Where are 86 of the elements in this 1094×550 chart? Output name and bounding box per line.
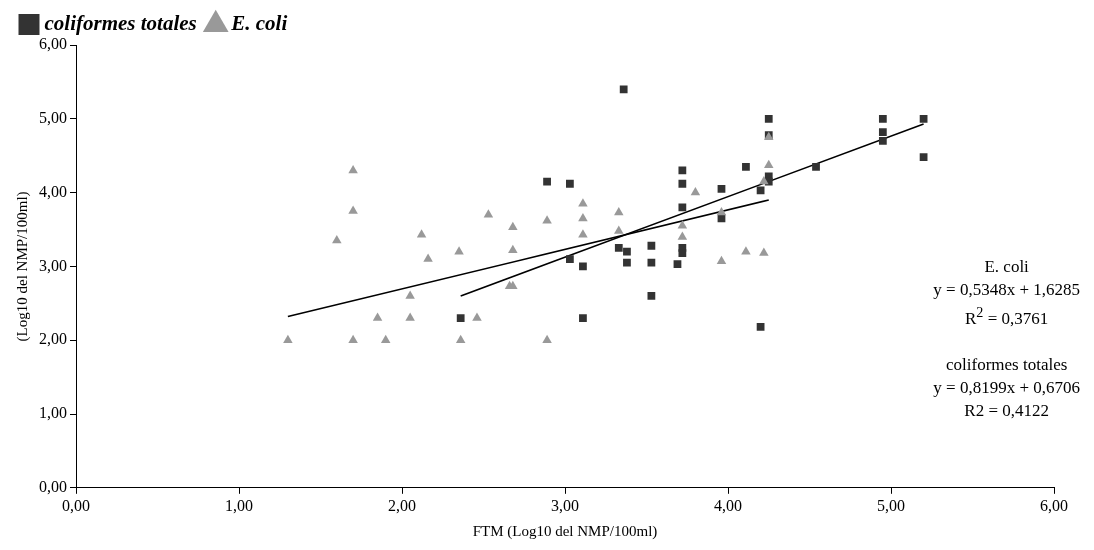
y-tick-label: 1,00 (39, 404, 67, 422)
point (647, 241, 656, 250)
point (756, 186, 765, 195)
y-tick-label: 3,00 (39, 256, 67, 274)
point (542, 215, 552, 224)
point (741, 246, 751, 255)
point (677, 231, 688, 240)
point (508, 221, 518, 231)
point (578, 229, 588, 238)
point (678, 166, 687, 175)
point (763, 159, 774, 169)
point (579, 314, 587, 322)
point (919, 153, 928, 162)
point (456, 314, 465, 322)
annotation: E. coli (983, 256, 1030, 278)
y-tick-label: 2,00 (39, 330, 67, 348)
point (566, 179, 574, 188)
point (542, 334, 552, 343)
point (483, 209, 494, 218)
x-tick-label: 3,00 (551, 496, 579, 514)
point (614, 244, 623, 252)
point (348, 164, 358, 174)
y-tick-label: 5,00 (39, 109, 67, 126)
y-tick-label: 4,00 (39, 182, 67, 200)
legend-label: E. coli (230, 10, 288, 35)
point (678, 203, 687, 212)
y-tick-label: 0,00 (39, 478, 67, 495)
point (455, 334, 466, 343)
annotation: coliformes totales (945, 353, 1069, 376)
point (543, 177, 551, 186)
point (405, 312, 415, 321)
point (812, 162, 820, 171)
annotation: R2 = 0,4122 (963, 399, 1050, 422)
point (372, 312, 383, 321)
point (677, 220, 688, 229)
point (623, 247, 631, 256)
point (878, 137, 887, 145)
point (405, 290, 415, 299)
point (716, 255, 727, 264)
point (416, 229, 427, 238)
x-axis-title: FTM (Log10 del NMP/100ml) (472, 522, 658, 540)
point (348, 205, 358, 214)
point (508, 244, 518, 253)
x-tick-label: 5,00 (877, 496, 905, 514)
point (578, 212, 588, 222)
x-tick-label: 0,00 (62, 496, 90, 514)
point (619, 85, 628, 94)
point (742, 162, 750, 171)
point (283, 334, 293, 343)
point (623, 258, 631, 267)
point (454, 246, 464, 255)
annotation: R$^{2}$ = 0,3761 (964, 303, 1050, 330)
point (678, 249, 687, 258)
annotation: y = 0,8199x + 0,6706 (933, 376, 1080, 399)
y-axis-title: (Log10 del NMP/100ml) (13, 191, 31, 342)
point (472, 312, 482, 321)
point (614, 225, 624, 234)
x-tick-label: 2,00 (388, 496, 416, 514)
point (878, 114, 887, 123)
point (423, 253, 433, 262)
point (878, 128, 887, 136)
point (348, 334, 358, 343)
point (690, 187, 701, 196)
point (673, 260, 682, 269)
point (614, 207, 624, 216)
point (579, 262, 587, 271)
point (647, 258, 656, 267)
legend-label: coliformes totales (44, 10, 197, 35)
point (759, 247, 769, 256)
point (919, 114, 928, 123)
point (678, 179, 687, 188)
x-tick-label: 1,00 (225, 496, 253, 514)
point (578, 198, 588, 207)
point (716, 207, 727, 216)
point (380, 334, 391, 343)
point (647, 292, 656, 300)
point (332, 235, 342, 244)
y-tick-label: 6,00 (39, 35, 67, 53)
annotation: y = 0,5348x + 1,6285 (933, 279, 1080, 301)
point (756, 323, 765, 331)
point (764, 114, 773, 123)
x-tick-label: 4,00 (714, 496, 742, 514)
point (759, 176, 769, 185)
point (566, 255, 574, 263)
x-tick-label: 6,00 (1040, 496, 1068, 514)
point (717, 185, 726, 193)
